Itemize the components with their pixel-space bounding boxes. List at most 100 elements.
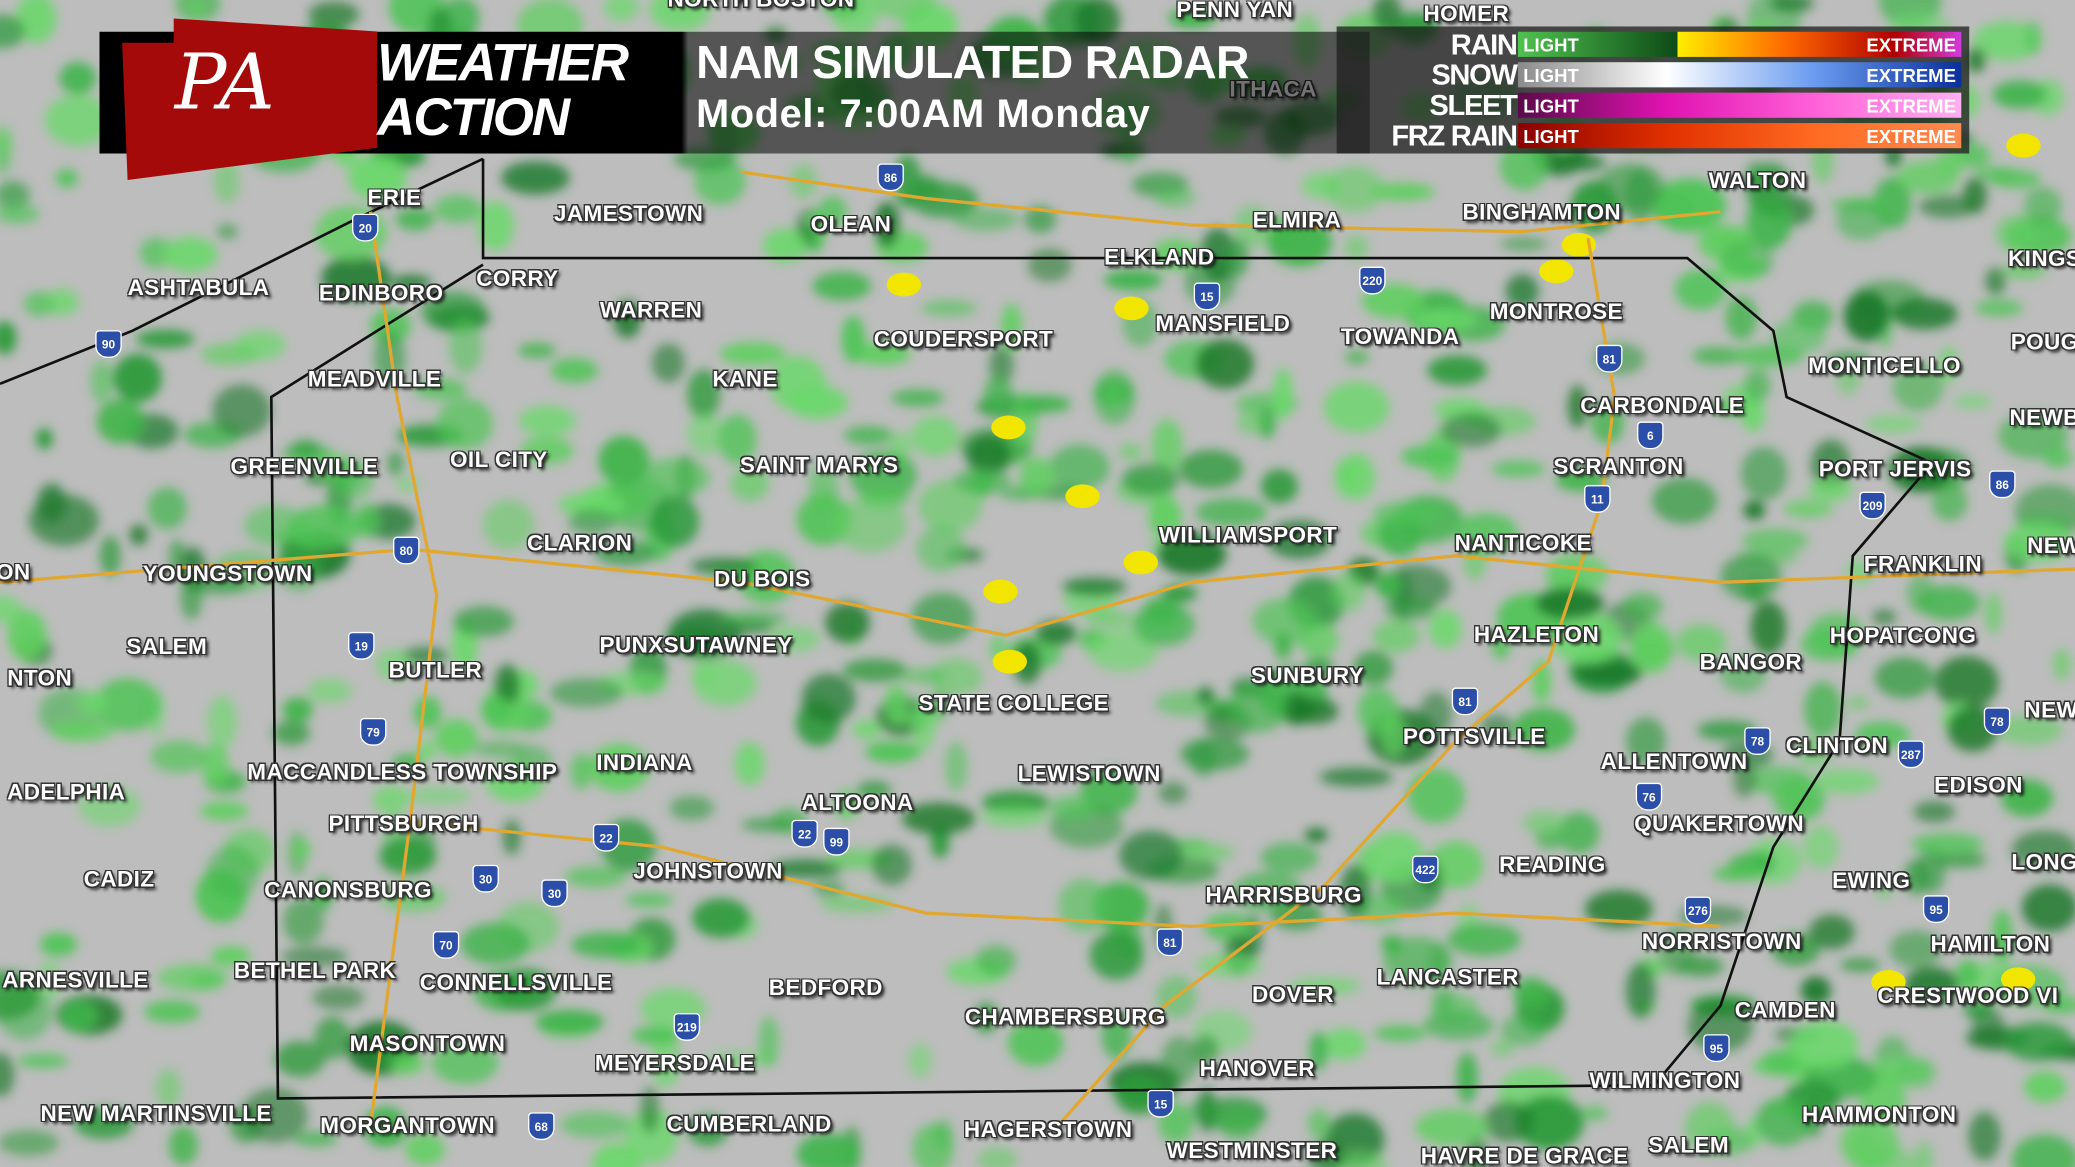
heavy-rain-cell: [1065, 484, 1100, 509]
rain-cell: [874, 201, 900, 248]
rain-cell: [730, 466, 769, 502]
city-label: HOPATCONG: [1829, 623, 1977, 649]
rain-cell: [1292, 697, 1339, 725]
city-label: CRESTWOOD VI: [1877, 983, 2059, 1009]
rain-cell: [1911, 832, 1984, 855]
rain-cell: [434, 194, 482, 224]
highway-shield-icon: 6: [1637, 421, 1664, 450]
city-label: ALLENTOWN: [1600, 749, 1748, 775]
interstate-86: [740, 170, 1721, 234]
city-label: HAMMONTON: [1802, 1102, 1957, 1128]
rain-cell: [640, 1086, 660, 1134]
city-label: OIL CITY: [450, 447, 548, 473]
rain-cell: [1865, 415, 1921, 433]
rain-cell: [1535, 587, 1604, 620]
rain-cell: [570, 931, 642, 959]
rain-cell: [1839, 957, 1881, 972]
rain-cell: [113, 353, 162, 403]
city-label: CADIZ: [83, 866, 155, 892]
rain-cell: [76, 690, 108, 715]
rain-cell: [1154, 187, 1196, 209]
rain-cell: [1007, 1019, 1064, 1067]
highway-shield-icon: 20: [352, 213, 379, 242]
rain-cell: [2043, 446, 2073, 469]
rain-cell: [1892, 363, 1944, 412]
rain-cell: [550, 357, 599, 384]
rain-cell: [762, 228, 808, 263]
rain-cell: [638, 457, 711, 497]
rain-cell: [1384, 597, 1436, 620]
city-label: CAMDEN: [1734, 997, 1836, 1023]
rain-cell: [401, 646, 449, 665]
rain-cell: [1456, 1052, 1478, 1104]
rain-cell: [1344, 349, 1369, 365]
rain-cell: [28, 494, 99, 546]
rain-cell: [1441, 412, 1501, 448]
rain-cell: [2011, 1134, 2075, 1167]
rain-cell: [518, 343, 556, 358]
rain-cell: [1974, 166, 2016, 180]
rain-cell: [1324, 165, 1385, 213]
rain-cell: [952, 207, 1019, 231]
highway-shield-icon: 22: [791, 819, 818, 848]
rain-cell: [519, 436, 574, 465]
rain-cell: [274, 527, 316, 545]
rain-cell: [591, 1142, 642, 1167]
rain-cell: [1522, 810, 1567, 835]
rain-cell: [1372, 501, 1440, 527]
legend-color-bar: LIGHT EXTREME: [1517, 123, 1962, 149]
highway-shield-icon: 30: [541, 879, 568, 908]
rain-cell: [1179, 449, 1243, 489]
legend-type: FRZ RAIN: [1391, 119, 1518, 153]
rain-cell: [312, 985, 365, 1010]
rain-cell: [1904, 859, 1929, 896]
rain-cell: [1674, 269, 1727, 310]
rain-cell: [1918, 195, 1976, 219]
logo-mark: PA: [174, 37, 275, 128]
rain-cell: [687, 413, 724, 456]
heavy-rain-cell: [1871, 970, 1906, 994]
rain-cell: [843, 425, 893, 445]
rain-cell: [1218, 1105, 1260, 1141]
city-label: MANSFIELD: [1155, 310, 1291, 337]
rain-cell: [1732, 760, 1756, 798]
rain-cell: [1931, 482, 1968, 522]
rain-cell: [281, 444, 334, 463]
city-label: WILMINGTON: [1589, 1067, 1741, 1094]
rain-cell: [1720, 553, 1782, 601]
rain-cell: [210, 946, 251, 967]
rain-cell: [199, 801, 249, 821]
rain-cell: [1558, 812, 1600, 854]
rain-cell: [1274, 632, 1292, 660]
rain-cell: [1898, 1057, 1936, 1088]
rain-cell: [392, 754, 422, 773]
rain-cell: [1427, 355, 1487, 386]
rain-cell: [718, 414, 757, 464]
rain-cell: [1963, 1000, 1993, 1019]
rain-cell: [55, 169, 79, 188]
rain-cell: [0, 1052, 15, 1097]
rain-cell: [1581, 1105, 1608, 1121]
city-label: MACCANDLESS TOWNSHIP: [247, 759, 558, 785]
rain-cell: [929, 657, 983, 696]
rain-cell: [650, 495, 700, 548]
rain-cell: [1093, 369, 1136, 425]
rain-cell: [1913, 1141, 1934, 1167]
rain-cell: [1968, 1111, 2001, 1161]
rain-cell: [812, 271, 872, 301]
rain-cell: [7, 610, 47, 661]
pa-state-logo-icon: [122, 18, 378, 180]
rain-cell: [1875, 876, 1892, 901]
rain-cell: [0, 14, 26, 49]
logo-line-2: ACTION: [377, 88, 570, 147]
rain-cell: [843, 658, 907, 683]
rain-cell: [1200, 227, 1236, 282]
city-label: EDISON: [1934, 772, 2023, 799]
rain-cell: [187, 0, 205, 22]
rain-cell: [853, 342, 911, 366]
city-label: ALTOONA: [801, 790, 914, 816]
state-border: [269, 158, 1935, 1100]
rain-cell: [293, 1131, 339, 1147]
highway-shield-icon: 76: [1635, 782, 1663, 811]
rain-cell: [1889, 930, 1943, 969]
